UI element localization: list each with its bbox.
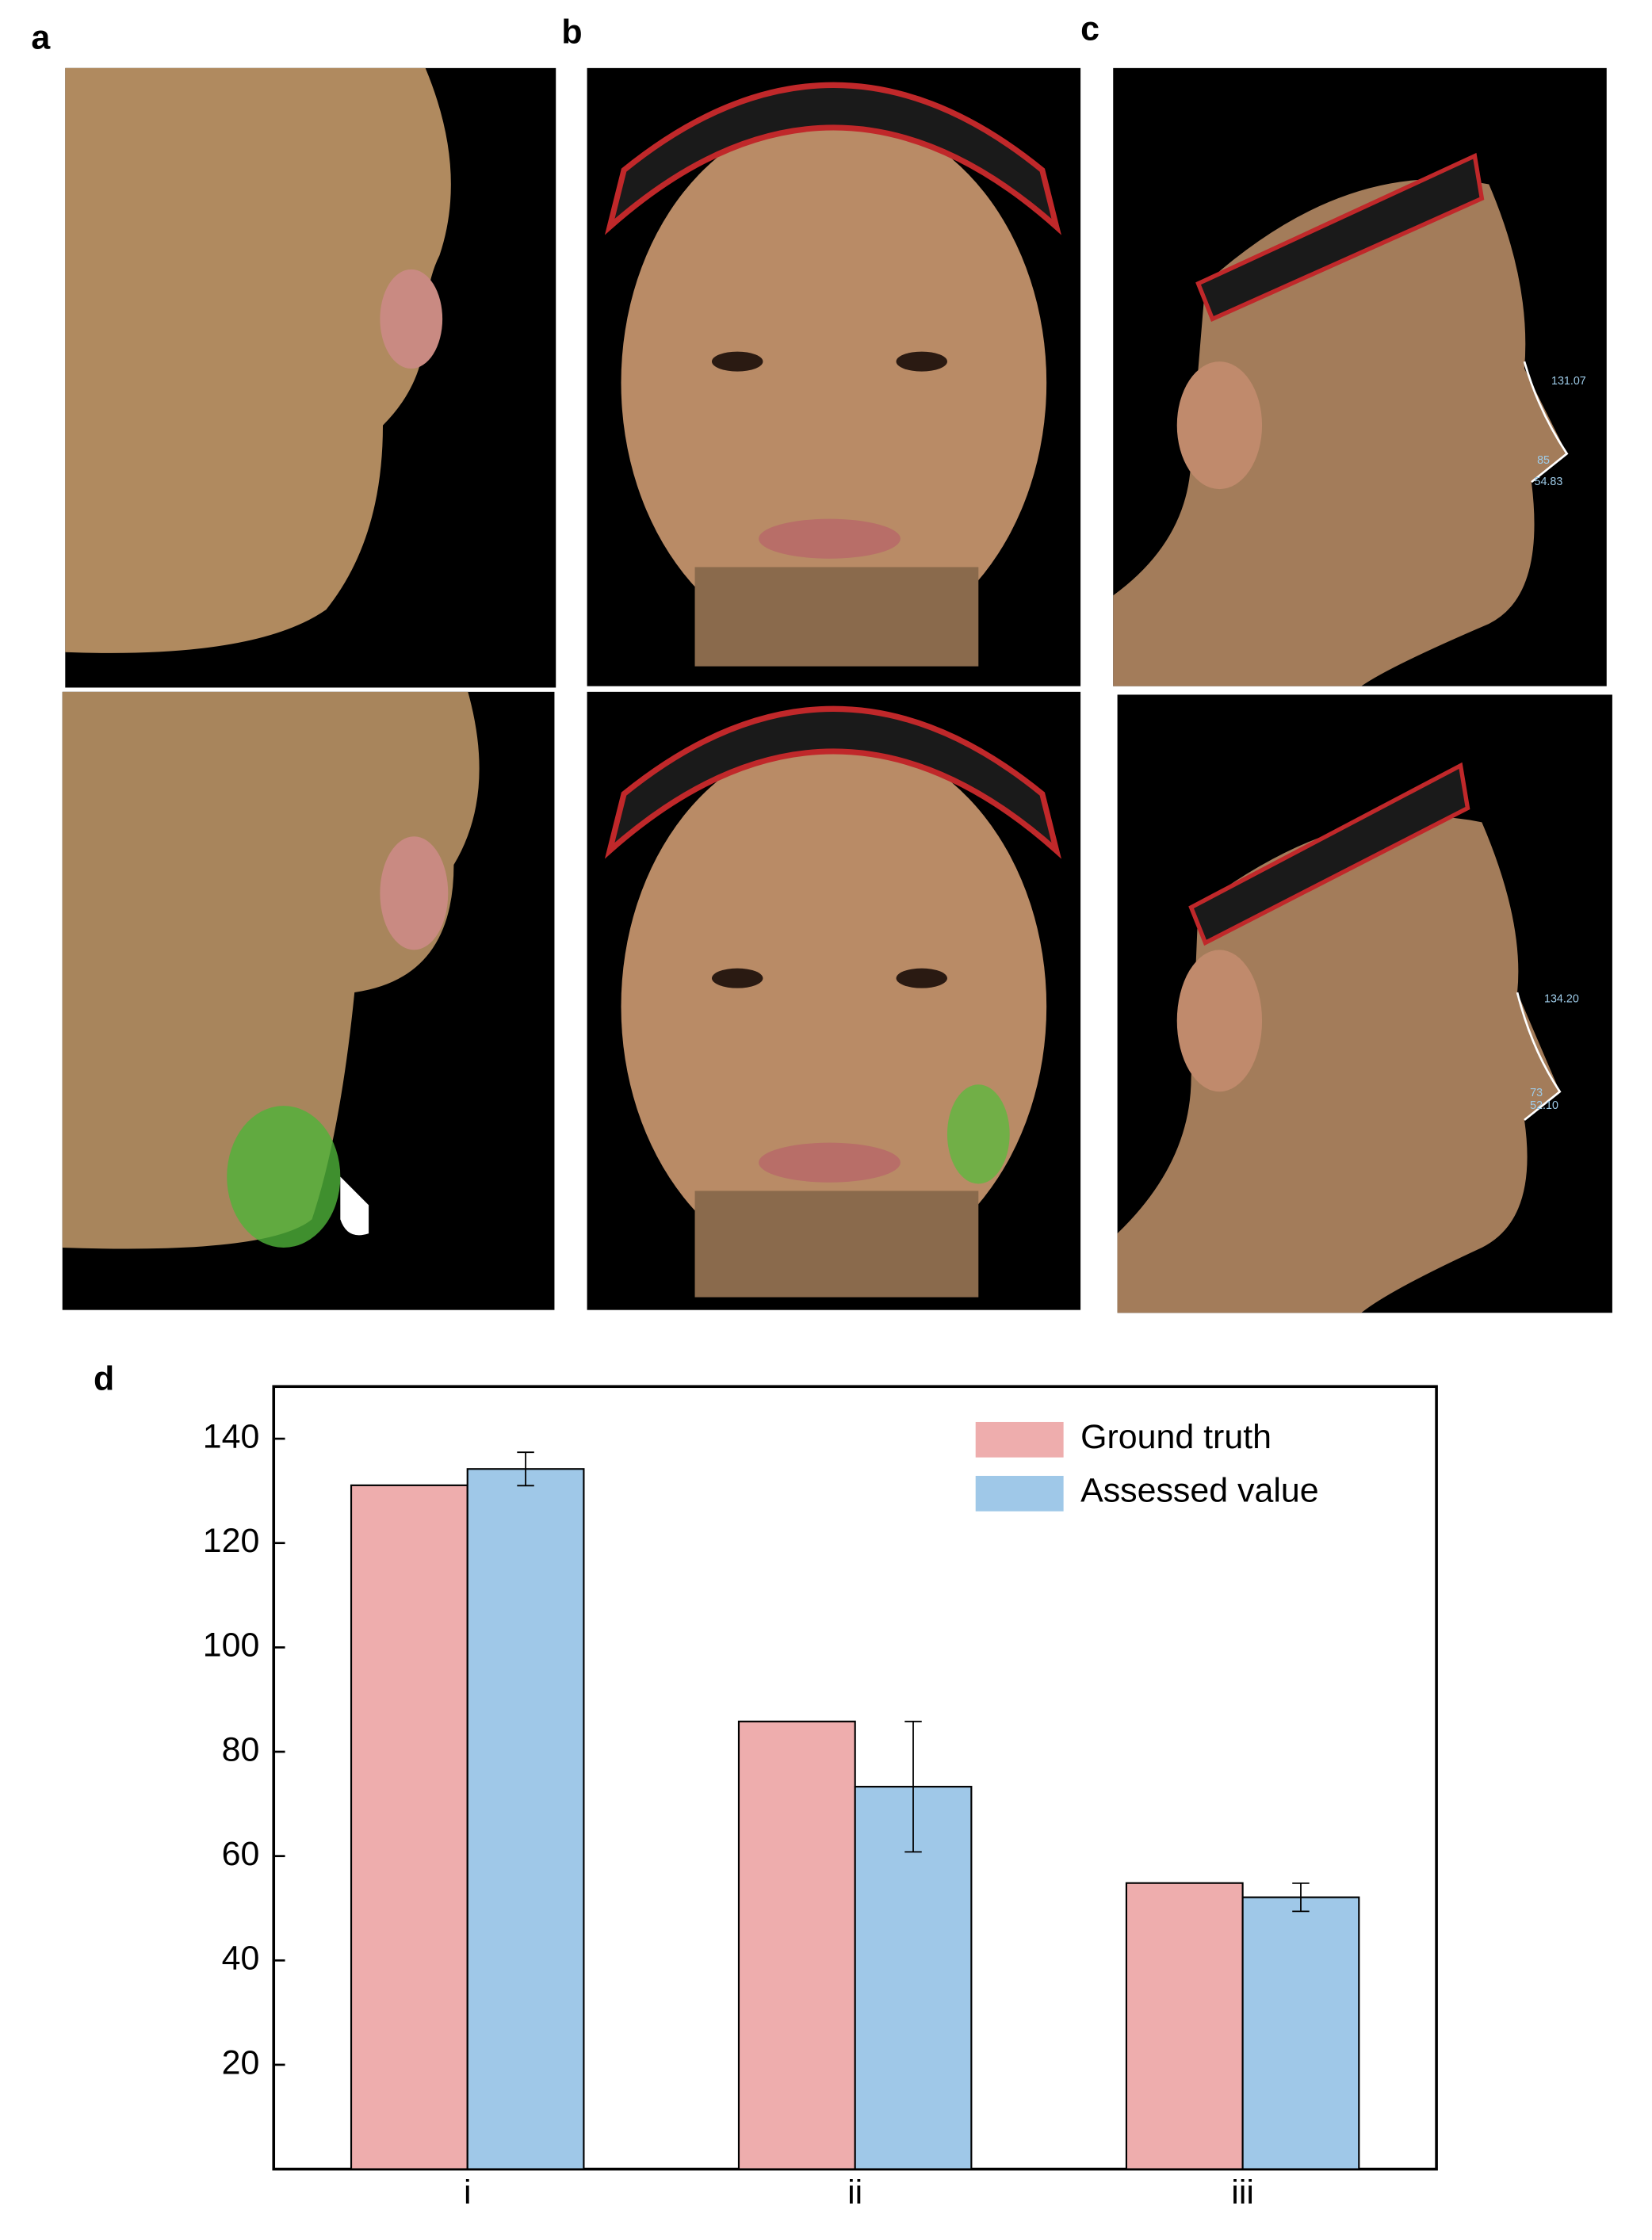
bar xyxy=(466,1468,585,2170)
photo-annotation: 52.10 xyxy=(1530,1099,1558,1112)
legend-label: Ground truth xyxy=(1080,1418,1272,1456)
y-tick-label: 80 xyxy=(222,1730,260,1768)
y-tick-label: 140 xyxy=(203,1417,260,1455)
y-tick-label: 20 xyxy=(222,2043,260,2081)
photo xyxy=(587,67,1081,686)
photo xyxy=(1113,67,1607,686)
x-tick-label: i xyxy=(464,2173,472,2211)
panel-label: d xyxy=(94,1359,114,1397)
photo xyxy=(1117,694,1612,1313)
legend-label: Assessed value xyxy=(1080,1472,1319,1510)
photo xyxy=(587,691,1081,1310)
y-tick-label: 60 xyxy=(222,1835,260,1873)
y-tick-label: 100 xyxy=(203,1626,260,1665)
x-tick-label: iii xyxy=(1231,2173,1254,2211)
photo-annotation: 73 xyxy=(1530,1087,1543,1099)
bar xyxy=(1125,1882,1244,2170)
photo xyxy=(62,691,555,1310)
panel-label: b xyxy=(561,13,582,51)
photo-annotation: 134.20 xyxy=(1544,993,1579,1006)
photo-annotation: 85 xyxy=(1537,454,1550,467)
y-tick-label: 40 xyxy=(222,1940,260,1978)
y-tick-label: 120 xyxy=(203,1522,260,1560)
bar xyxy=(1241,1896,1360,2170)
legend-swatch xyxy=(975,1475,1064,1512)
x-tick-label: ii xyxy=(847,2173,862,2211)
photo-annotation: 131.07 xyxy=(1551,375,1586,388)
legend-swatch xyxy=(975,1421,1064,1458)
bar xyxy=(737,1720,856,2170)
photo xyxy=(65,67,556,688)
photo-annotation: 54.83 xyxy=(1535,476,1563,488)
bar xyxy=(350,1484,468,2170)
panel-label: a xyxy=(31,18,51,56)
panel-label: c xyxy=(1080,10,1099,48)
bar xyxy=(854,1786,973,2170)
